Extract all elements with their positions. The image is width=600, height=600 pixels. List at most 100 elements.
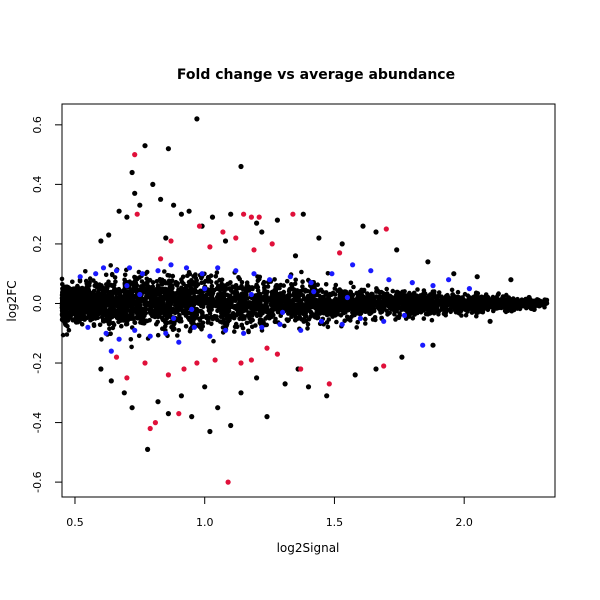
data-point: [293, 310, 298, 315]
data-point: [211, 338, 216, 344]
data-point: [160, 326, 165, 332]
data-point: [439, 294, 444, 300]
data-point: [337, 291, 343, 297]
data-point-red: [381, 363, 387, 369]
data-point: [361, 294, 367, 300]
data-point-black: [531, 306, 537, 312]
data-point-red: [241, 211, 247, 217]
data-point-red: [196, 223, 203, 229]
data-point: [271, 290, 277, 296]
data-point: [256, 295, 262, 301]
data-point-black: [238, 163, 244, 170]
data-point-blue: [241, 330, 247, 336]
data-point-black: [209, 214, 216, 220]
data-point: [270, 304, 276, 310]
data-point: [286, 291, 292, 297]
data-point: [214, 270, 220, 275]
data-point: [206, 304, 211, 310]
data-point: [378, 289, 384, 295]
data-point: [237, 293, 242, 298]
data-point: [224, 323, 229, 329]
data-point: [309, 293, 315, 299]
data-point-black: [108, 378, 114, 384]
data-point: [129, 344, 134, 350]
data-point: [381, 300, 386, 306]
data-point-black: [259, 229, 265, 235]
data-point: [199, 309, 204, 314]
data-point: [200, 292, 205, 298]
data-point-black: [215, 405, 221, 411]
data-point: [112, 312, 118, 318]
data-point-blue: [116, 336, 122, 342]
data-point: [147, 317, 152, 323]
data-point-blue: [401, 312, 408, 318]
data-point: [318, 287, 324, 293]
data-point: [153, 308, 158, 313]
data-point: [145, 291, 150, 297]
data-point: [176, 287, 181, 292]
data-point: [206, 297, 212, 302]
data-point: [207, 311, 213, 316]
data-point: [366, 295, 372, 301]
data-point: [507, 300, 512, 306]
data-point-red: [147, 425, 153, 432]
data-point: [154, 321, 159, 327]
data-point: [127, 290, 132, 295]
data-point: [87, 293, 93, 299]
data-point: [450, 292, 456, 297]
y-tick-label: -0.6: [31, 471, 44, 492]
data-point: [339, 308, 344, 313]
data-point: [108, 289, 114, 295]
data-point: [445, 295, 451, 301]
data-point: [219, 303, 224, 309]
data-point-red: [168, 238, 174, 244]
data-point-blue: [215, 265, 221, 271]
data-point-black: [324, 393, 330, 399]
data-point: [300, 279, 305, 285]
data-point: [86, 287, 91, 293]
data-point: [130, 280, 136, 286]
data-point: [317, 293, 322, 299]
data-point: [227, 293, 233, 299]
data-point: [349, 296, 354, 302]
data-point: [169, 324, 174, 330]
data-point: [450, 298, 455, 304]
data-point: [237, 303, 243, 309]
data-point: [487, 301, 492, 306]
y-tick-label: 0.4: [31, 176, 44, 194]
data-point: [79, 322, 85, 327]
data-point-black: [474, 274, 480, 280]
data-point-blue: [329, 271, 335, 277]
data-point: [265, 296, 271, 301]
data-point-red: [298, 366, 304, 372]
data-point: [197, 316, 202, 322]
data-point: [162, 269, 167, 274]
data-point: [198, 288, 203, 294]
data-point: [246, 329, 251, 335]
data-point: [379, 308, 385, 314]
data-point: [109, 271, 115, 277]
data-point: [199, 275, 204, 281]
data-point: [250, 304, 256, 310]
data-point: [491, 307, 496, 313]
data-point: [89, 306, 94, 311]
data-point: [409, 311, 415, 316]
data-point: [410, 316, 416, 321]
data-point-black: [339, 241, 345, 247]
data-point: [211, 315, 217, 320]
data-point-black: [163, 235, 169, 241]
data-point-red: [225, 479, 231, 485]
data-point: [385, 297, 391, 302]
data-point-black: [186, 208, 192, 214]
data-point: [91, 322, 97, 327]
data-point: [64, 332, 70, 337]
data-point: [225, 312, 230, 318]
x-axis-label: log2Signal: [277, 541, 340, 555]
data-point: [343, 306, 349, 312]
data-point: [429, 317, 435, 323]
data-point: [163, 280, 169, 286]
data-point-blue: [298, 327, 304, 333]
data-point: [436, 312, 441, 317]
data-point: [394, 304, 400, 310]
data-point: [257, 299, 262, 305]
